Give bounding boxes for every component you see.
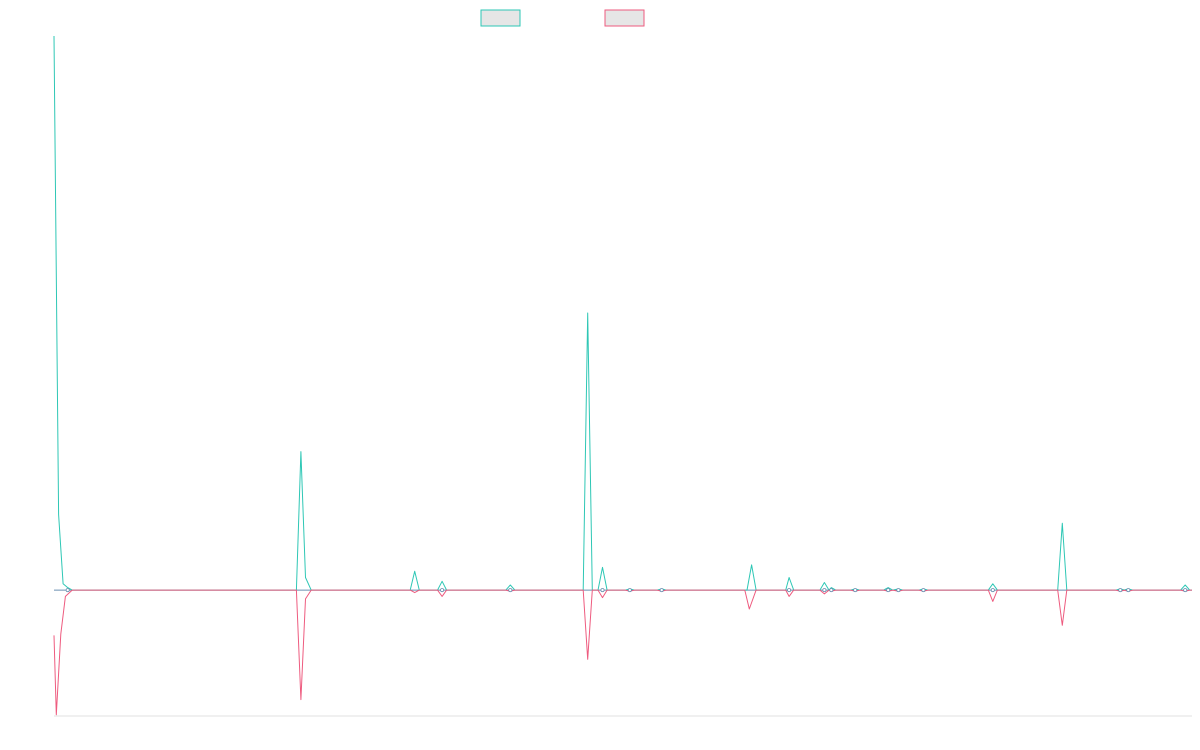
series-line-2 <box>53 589 1192 716</box>
data-point-marker <box>787 588 792 593</box>
series-layer <box>53 35 1192 716</box>
series-line-1 <box>53 35 1192 591</box>
data-point-marker <box>990 588 995 593</box>
data-point-marker <box>627 588 632 593</box>
data-point-marker <box>896 588 901 593</box>
data-point-marker <box>886 588 891 593</box>
data-point-marker <box>508 588 513 593</box>
legend-swatch-series-2[interactable] <box>604 9 645 27</box>
data-point-marker <box>853 588 858 593</box>
data-point-marker <box>65 588 70 593</box>
marker-layer <box>65 588 1188 593</box>
data-point-marker <box>659 588 664 593</box>
data-point-marker <box>822 588 827 593</box>
legend-swatch-series-1[interactable] <box>480 9 521 27</box>
data-point-marker <box>829 588 834 593</box>
data-point-marker <box>1183 588 1188 593</box>
data-point-marker <box>440 588 445 593</box>
data-point-marker <box>1126 588 1131 593</box>
data-point-marker <box>1118 588 1123 593</box>
data-point-marker <box>600 588 605 593</box>
legend <box>480 9 645 27</box>
data-point-marker <box>921 588 926 593</box>
